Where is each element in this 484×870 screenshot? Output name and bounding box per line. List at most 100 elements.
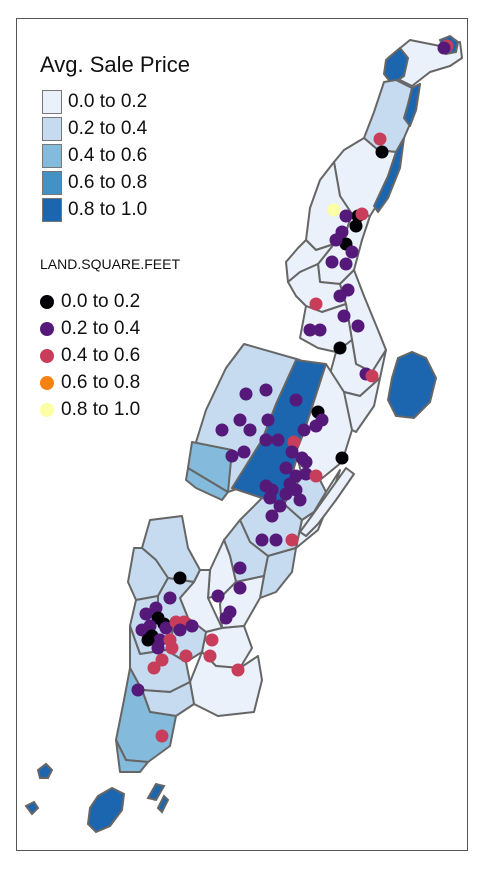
fill-legend-item: 0.4 to 0.6 [42,144,147,168]
fill-legend-item: 0.6 to 0.8 [42,171,147,195]
region-roosevelt-island [299,467,355,537]
property-point [333,289,347,303]
property-point [303,323,317,337]
governors-island [86,786,126,834]
pier-1 [146,782,166,802]
property-point [259,383,273,397]
point-legend-item: 0.0 to 0.2 [40,290,140,314]
property-point [335,451,349,465]
fill-legend-swatch [42,144,62,168]
point-legend-label: 0.6 to 0.8 [61,372,141,393]
property-point [339,209,353,223]
point-legend-label: 0.8 to 1.0 [61,399,141,420]
property-point [261,413,275,427]
region-yorkville [343,377,381,433]
property-point [289,393,303,407]
property-point [215,423,229,437]
property-point [203,649,217,663]
property-point [285,445,299,459]
property-point [373,132,387,146]
property-point [211,589,225,603]
property-point [437,41,451,55]
property-point [165,641,179,655]
ellis-island [24,800,40,816]
property-point [351,319,365,333]
property-point [179,649,193,663]
fill-legend-label: 0.6 to 0.8 [68,172,148,193]
property-point [163,591,177,605]
region-river-strip-1 [373,137,405,213]
property-point [135,623,149,637]
point-legend-title: LAND.SQUARE.FEET [40,256,181,272]
fill-legend-item: 0.2 to 0.4 [42,117,147,141]
property-point [285,533,299,547]
property-point [337,309,351,323]
fill-legend-item: 0.8 to 1.0 [42,198,147,222]
randalls-island [386,350,438,420]
point-legend-label: 0.4 to 0.6 [61,345,141,366]
property-point [293,493,307,507]
point-legend-item: 0.6 to 0.8 [40,371,140,395]
property-point [279,461,293,475]
property-point [159,621,173,635]
property-point [271,433,285,447]
point-legend-dot [40,349,54,363]
point-legend-dot [40,295,54,309]
liberty-island [36,762,54,779]
property-point [239,387,253,401]
fill-legend-swatch [42,117,62,141]
point-legend-dot [40,376,54,390]
point-legend-dot [40,322,54,336]
property-point [299,455,313,469]
property-point [309,469,323,483]
property-point [263,491,277,505]
property-point [141,633,155,647]
property-point [309,419,323,433]
region-lincoln [187,441,233,493]
property-point [255,533,269,547]
property-point [355,207,369,221]
property-point [131,683,145,697]
property-point [349,219,363,233]
region-wh-water [403,83,421,127]
property-point [289,483,303,497]
property-point [375,145,389,159]
property-point [365,369,379,383]
property-point [259,479,273,493]
fill-legend-swatch [42,90,62,114]
point-legend-item: 0.2 to 0.4 [40,317,140,341]
fill-legend-label: 0.4 to 0.6 [68,145,148,166]
property-point [329,233,343,247]
point-legend-label: 0.0 to 0.2 [61,291,141,312]
property-point [325,255,339,269]
property-point [149,601,163,615]
region-battery [115,739,149,773]
property-point [297,423,311,437]
property-point [155,729,169,743]
property-point [279,487,293,501]
property-point [155,653,169,667]
property-point [231,663,245,677]
property-point [225,449,239,463]
fill-legend-swatch [42,171,62,195]
property-point [139,607,153,621]
property-point [147,661,161,675]
point-legend-item: 0.8 to 1.0 [40,398,140,422]
property-point [173,571,187,585]
property-point [309,297,323,311]
fill-legend-label: 0.8 to 1.0 [68,199,148,220]
property-point [259,433,273,447]
property-point [345,245,359,259]
fill-legend-item: 0.0 to 0.2 [42,90,147,114]
property-point [333,341,347,355]
property-point [327,203,341,217]
property-point [243,423,257,437]
point-legend-item: 0.4 to 0.6 [40,344,140,368]
property-point [151,641,165,655]
property-point [265,509,279,523]
region-north-water [383,47,409,85]
property-point [339,257,353,271]
property-point [185,619,199,633]
property-point [205,633,219,647]
